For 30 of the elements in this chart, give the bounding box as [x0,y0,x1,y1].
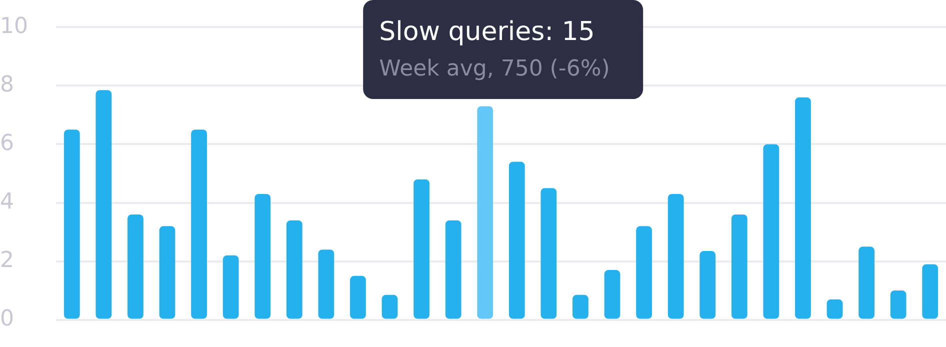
bar [350,276,366,319]
bar [858,246,874,319]
bar [922,264,938,319]
bar [540,188,557,319]
bar [445,220,462,319]
bar [254,194,271,319]
bar [64,130,80,319]
bar [286,220,302,319]
bar [477,106,494,319]
bar [508,162,525,319]
bar [191,130,207,319]
bar [731,214,748,319]
bar [763,144,780,319]
bar [128,214,144,319]
bar [668,194,684,319]
annotation: Slow queries: 15 [379,16,595,47]
bar [604,270,620,319]
bar [414,179,430,319]
bar [382,294,398,319]
bar [826,299,843,319]
annotation: Week avg, 750 (-6%) [379,56,610,82]
bar [636,226,652,319]
bar [890,290,906,319]
bar [159,226,176,319]
bar [572,294,588,319]
bar [795,97,811,319]
bar [96,90,112,319]
bar [318,250,334,319]
bar [700,251,716,319]
bar [222,255,239,319]
